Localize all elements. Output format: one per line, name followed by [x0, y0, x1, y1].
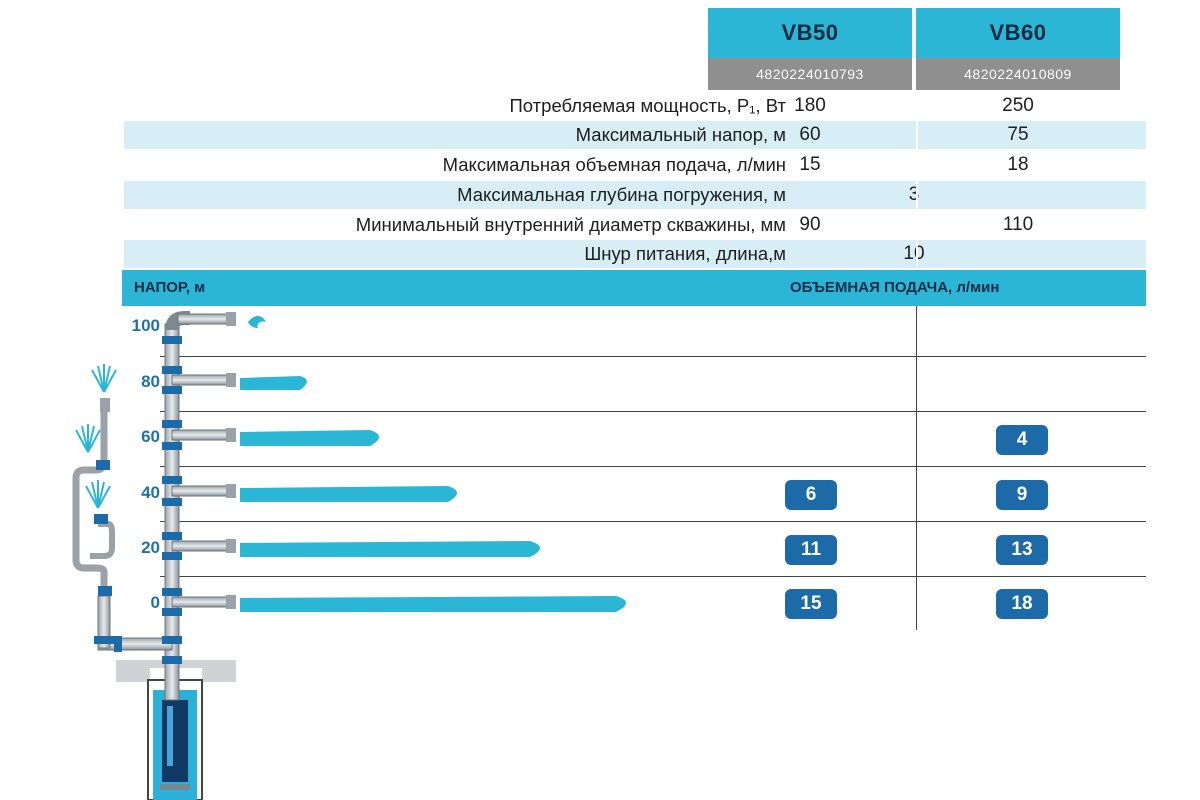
- flow-badge-vb60-40m: 9: [996, 480, 1048, 510]
- flow-badge-vb50-20m: 11: [785, 535, 837, 565]
- head-label-60: 60: [141, 427, 160, 446]
- spec-label: Потребляемая мощность, P₁, Вт: [509, 95, 787, 116]
- grid-vertical-line: [916, 306, 917, 630]
- column-separator: [916, 90, 918, 266]
- flow-badge-vb60-0m: 18: [996, 589, 1048, 619]
- spec-row-well-diameter: Минимальный внутренний диаметр скважины,…: [124, 211, 1146, 239]
- spec-value-vb60: 110: [1002, 214, 1034, 235]
- spec-label: Минимальный внутренний диаметр скважины,…: [355, 214, 786, 235]
- grid-line: [160, 521, 1146, 522]
- section-bar: НАПОР, м ОБЪЕМНАЯ ПОДАЧА, л/мин: [122, 270, 1146, 306]
- tap-row-100: [177, 312, 266, 328]
- spec-value-vb50: 90: [799, 214, 821, 235]
- head-label-80: 80: [141, 372, 160, 391]
- spec-value-vb60: 18: [1007, 154, 1029, 175]
- spec-value-merged: 3: [908, 184, 920, 205]
- spec-row-max-head: Максимальный напор, м 60 75: [124, 121, 1146, 149]
- spec-value-merged: 10: [903, 243, 925, 264]
- spec-label: Шнур питания, длина,м: [584, 243, 786, 264]
- head-label-0: 0: [150, 593, 160, 612]
- tap-row-20: [171, 539, 540, 557]
- flow-axis-label: ОБЪЕМНАЯ ПОДАЧА, л/мин: [790, 279, 1000, 296]
- flow-badge-vb50-0m: 15: [785, 589, 837, 619]
- grid-line: [160, 356, 1146, 357]
- grid-line: [160, 466, 1146, 467]
- spec-label: Максимальная объемная подача, л/мин: [442, 154, 786, 175]
- model-vb50-code: 4820224010793: [708, 58, 912, 90]
- spec-label: Максимальная глубина погружения, м: [457, 184, 786, 205]
- spec-row-max-flow: Максимальная объемная подача, л/мин 15 1…: [124, 151, 1146, 179]
- spec-value-vb50: 180: [794, 95, 826, 116]
- spec-row-cord-length: Шнур питания, длина,м 10: [124, 240, 1146, 268]
- flow-badge-vb60-60m: 4: [996, 425, 1048, 455]
- spec-value-vb60: 75: [1007, 124, 1029, 145]
- model-vb60-header: VB60: [916, 8, 1120, 58]
- head-label-40: 40: [141, 483, 160, 502]
- model-vb60-code: 4820224010809: [916, 58, 1120, 90]
- tap-row-0: [171, 595, 626, 612]
- spec-value-vb50: 60: [799, 124, 821, 145]
- flow-badge-vb60-20m: 13: [996, 535, 1048, 565]
- spec-row-power: Потребляемая мощность, P₁, Вт 180 250: [124, 92, 1146, 120]
- tap-row-60: [171, 428, 379, 446]
- head-label-20: 20: [141, 538, 160, 557]
- sprinkler-spray-icon: [75, 364, 117, 509]
- tap-row-40: [171, 484, 457, 502]
- pipe-couplings: [94, 336, 182, 664]
- spec-row-immersion-depth: Максимальная глубина погружения, м 3: [124, 181, 1146, 209]
- grid-line: [160, 576, 1146, 577]
- model-vb50-header: VB50: [708, 8, 912, 58]
- head-label-100: 100: [131, 316, 160, 335]
- pump-pipe-illustration: [72, 311, 626, 800]
- grid-line: [160, 411, 1146, 412]
- spec-label: Максимальный напор, м: [575, 124, 786, 145]
- flow-badge-vb50-40m: 6: [785, 480, 837, 510]
- head-axis-label: НАПОР, м: [134, 279, 206, 296]
- spec-value-vb50: 15: [799, 154, 821, 175]
- tap-row-80: [171, 373, 307, 390]
- spec-value-vb60: 250: [1002, 95, 1034, 116]
